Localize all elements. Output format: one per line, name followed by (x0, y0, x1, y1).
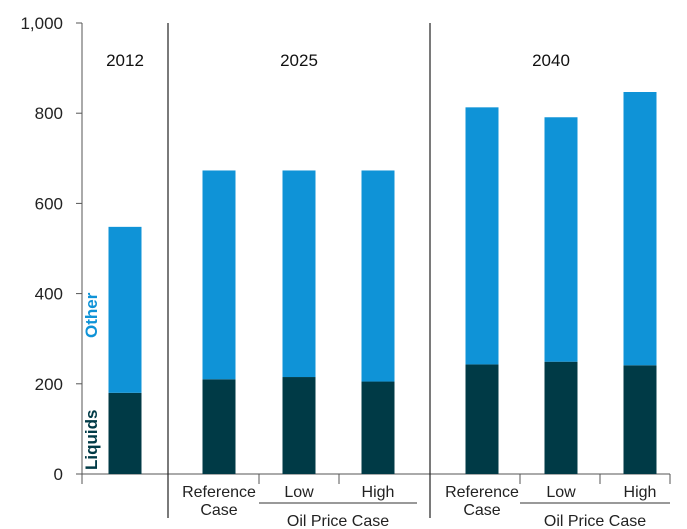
bar-other (108, 226, 142, 393)
category-label: Low (546, 484, 576, 501)
bar-liquids (623, 365, 657, 474)
bar-other (202, 170, 236, 380)
y-tick-label: 200 (35, 375, 63, 394)
category-label: Case (200, 502, 237, 519)
bar-liquids (282, 377, 316, 474)
y-tick-label: 0 (54, 465, 63, 484)
category-label: High (624, 484, 657, 501)
category-label: Case (463, 502, 500, 519)
category-label: Reference (182, 484, 256, 501)
bars-layer (108, 92, 657, 474)
bar-liquids (108, 392, 142, 474)
legend-other-label: Other (82, 292, 101, 338)
bar-liquids (465, 364, 499, 474)
y-tick-label: 400 (35, 285, 63, 304)
oil-price-case-label: Oil Price Case (287, 513, 389, 529)
y-tick-label: 600 (35, 194, 63, 213)
bar-other (544, 117, 578, 362)
group-year-label: 2025 (280, 51, 318, 70)
oil-price-case-label: Oil Price Case (544, 513, 646, 529)
axes-layer: 0 200 400 600 800 1,000 (20, 14, 671, 518)
bar-liquids (361, 381, 395, 474)
category-label: Low (284, 484, 314, 501)
y-tick-label: 1,000 (20, 14, 63, 33)
bar-liquids (544, 361, 578, 474)
bar-other (465, 107, 499, 365)
bar-liquids (202, 379, 236, 474)
group-year-label: 2012 (106, 51, 144, 70)
group-year-label: 2040 (532, 51, 570, 70)
bar-other (282, 170, 316, 378)
legend-liquids-label: Liquids (82, 410, 101, 470)
bar-other (361, 170, 395, 382)
category-label: High (362, 484, 395, 501)
y-tick-label: 800 (35, 104, 63, 123)
category-label: Reference (445, 484, 519, 501)
bar-other (623, 92, 657, 366)
